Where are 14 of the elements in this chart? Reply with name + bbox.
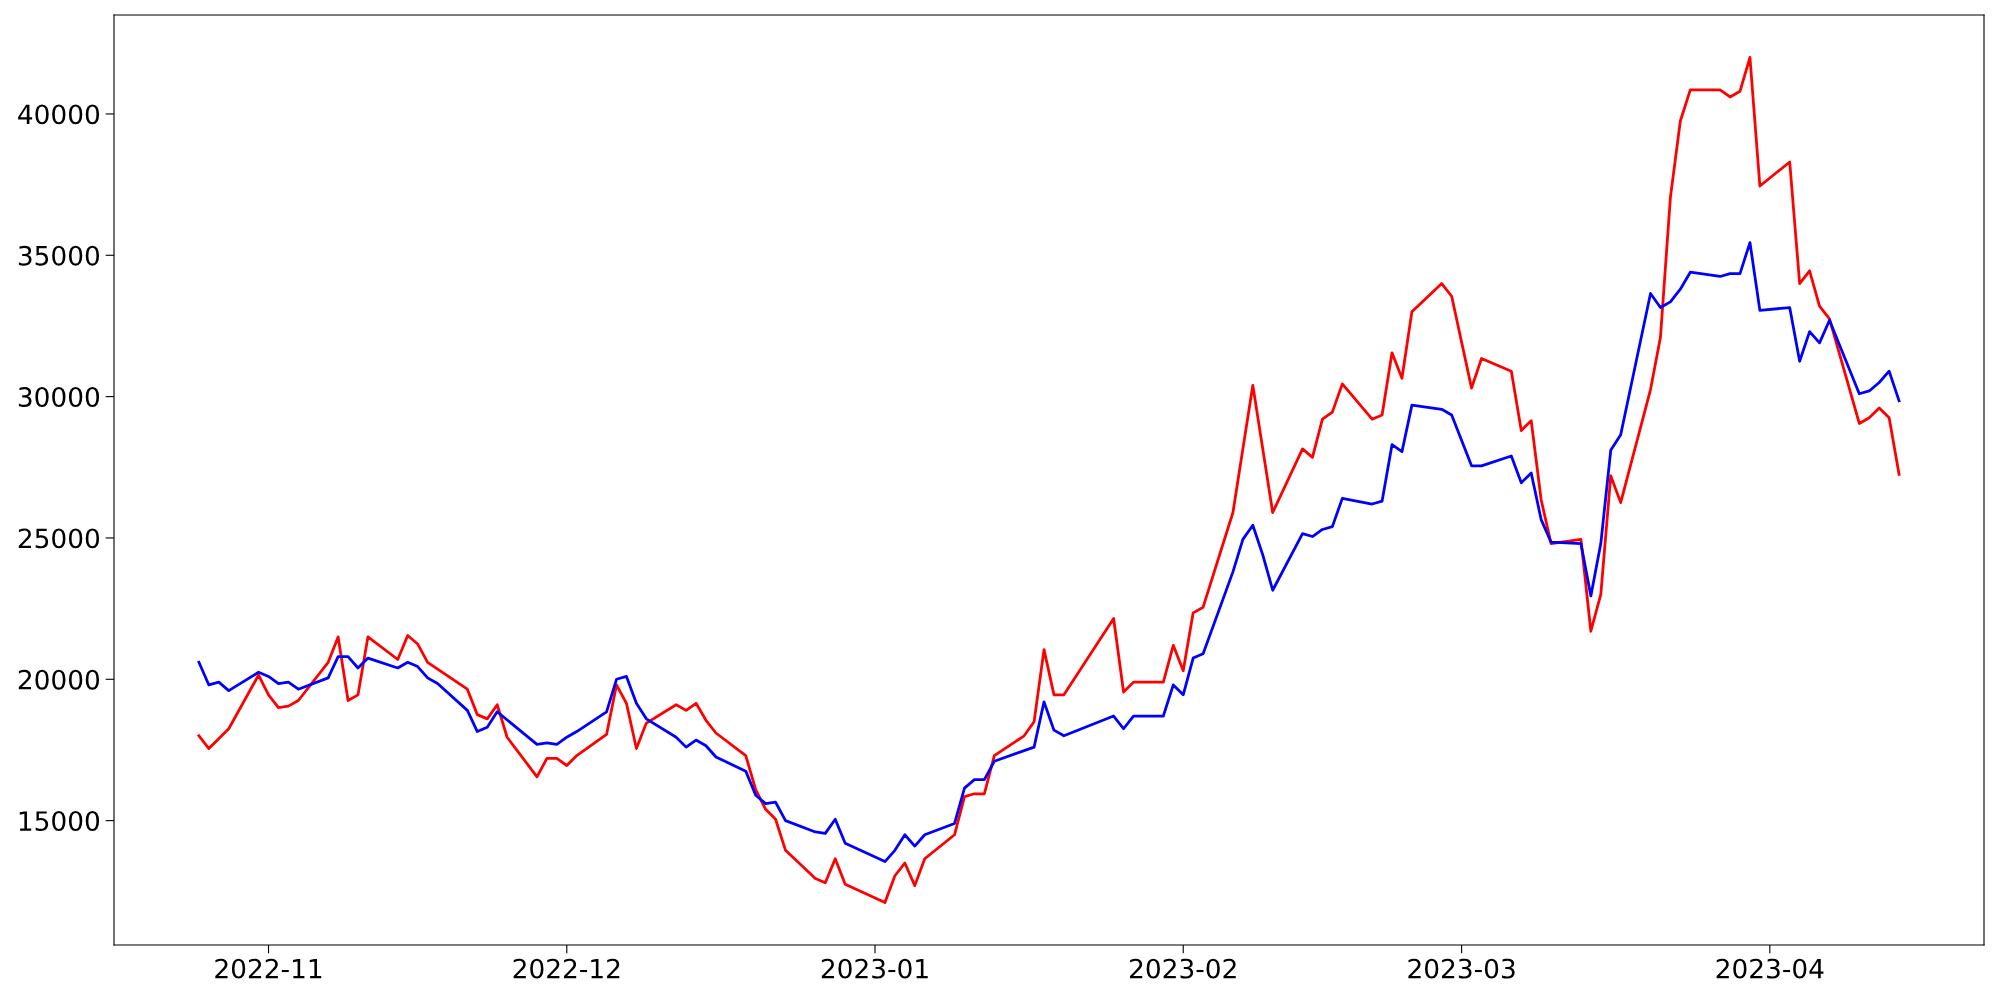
- line-series: [197, 241, 1901, 863]
- y-tick-label: 40000: [18, 104, 100, 125]
- y-tick-label: 20000: [18, 669, 100, 690]
- x-tick-label: 2022-11: [215, 958, 322, 979]
- x-tick-label: 2023-03: [1408, 958, 1515, 979]
- y-tick-label: 30000: [18, 387, 100, 408]
- y-tick-label: 25000: [18, 528, 100, 549]
- y-tick-label: 35000: [18, 245, 100, 266]
- x-tick-label: 2023-02: [1130, 958, 1236, 979]
- x-tick-label: 2023-01: [821, 958, 928, 979]
- x-tick-label: 2023-04: [1716, 958, 1824, 979]
- line-series: [197, 56, 1901, 904]
- x-tick-label: 2022-12: [513, 958, 620, 979]
- y-tick-label: 15000: [19, 811, 100, 832]
